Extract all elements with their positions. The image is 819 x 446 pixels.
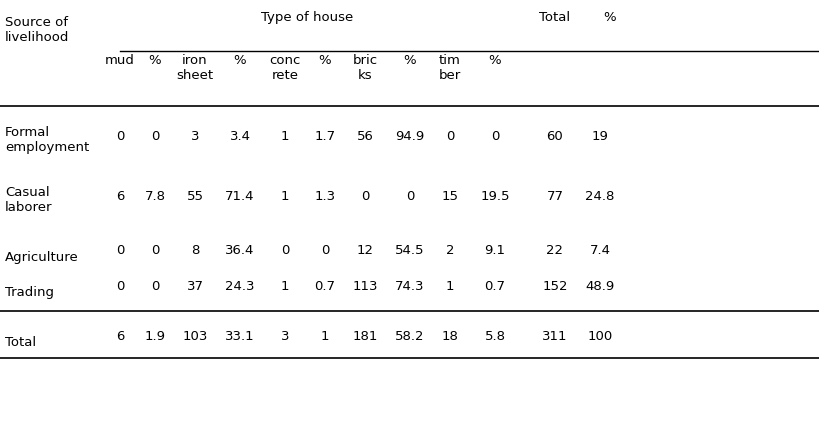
Text: 6: 6 <box>115 190 124 202</box>
Text: 1.3: 1.3 <box>314 190 335 202</box>
Text: %: % <box>233 54 246 67</box>
Text: Formal
employment: Formal employment <box>5 126 89 154</box>
Text: Agriculture: Agriculture <box>5 251 79 264</box>
Text: Source of: Source of <box>5 16 68 29</box>
Text: %: % <box>148 54 161 67</box>
Text: 0: 0 <box>115 280 124 293</box>
Text: iron
sheet: iron sheet <box>176 54 213 82</box>
Text: 74.3: 74.3 <box>395 280 424 293</box>
Text: 9.1: 9.1 <box>484 244 505 257</box>
Text: 56: 56 <box>356 129 373 143</box>
Text: bric
ks: bric ks <box>352 54 377 82</box>
Text: Casual
laborer: Casual laborer <box>5 186 52 214</box>
Text: 8: 8 <box>191 244 199 257</box>
Text: 94.9: 94.9 <box>395 129 424 143</box>
Text: Total: Total <box>539 11 570 24</box>
Text: 1.9: 1.9 <box>144 330 165 343</box>
Text: 33.1: 33.1 <box>225 330 255 343</box>
Text: 55: 55 <box>186 190 203 202</box>
Text: 48.9: 48.9 <box>585 280 614 293</box>
Text: Type of house: Type of house <box>261 11 353 24</box>
Text: 22: 22 <box>545 244 563 257</box>
Text: %: % <box>603 11 616 24</box>
Text: 100: 100 <box>586 330 612 343</box>
Text: livelihood: livelihood <box>5 31 70 44</box>
Text: 3: 3 <box>280 330 289 343</box>
Text: 0: 0 <box>360 190 369 202</box>
Text: 0: 0 <box>115 244 124 257</box>
Text: 71.4: 71.4 <box>225 190 255 202</box>
Text: 3.4: 3.4 <box>229 129 250 143</box>
Text: 0: 0 <box>491 129 499 143</box>
Text: 0: 0 <box>320 244 328 257</box>
Text: 6: 6 <box>115 330 124 343</box>
Text: 1: 1 <box>446 280 454 293</box>
Text: 0: 0 <box>151 244 159 257</box>
Text: 3: 3 <box>191 129 199 143</box>
Text: 54.5: 54.5 <box>395 244 424 257</box>
Text: 7.4: 7.4 <box>589 244 610 257</box>
Text: 311: 311 <box>541 330 567 343</box>
Text: 18: 18 <box>441 330 458 343</box>
Text: mud: mud <box>105 54 135 67</box>
Text: %: % <box>488 54 500 67</box>
Text: 152: 152 <box>541 280 567 293</box>
Text: 36.4: 36.4 <box>225 244 255 257</box>
Text: 60: 60 <box>546 129 563 143</box>
Text: conc
rete: conc rete <box>269 54 301 82</box>
Text: 0: 0 <box>280 244 289 257</box>
Text: 0: 0 <box>115 129 124 143</box>
Text: 7.8: 7.8 <box>144 190 165 202</box>
Text: 0: 0 <box>151 280 159 293</box>
Text: 24.8: 24.8 <box>585 190 614 202</box>
Text: %: % <box>319 54 331 67</box>
Text: 0: 0 <box>405 190 414 202</box>
Text: 1: 1 <box>320 330 329 343</box>
Text: 19: 19 <box>590 129 608 143</box>
Text: 1: 1 <box>280 280 289 293</box>
Text: 58.2: 58.2 <box>395 330 424 343</box>
Text: tim
ber: tim ber <box>438 54 460 82</box>
Text: 113: 113 <box>352 280 378 293</box>
Text: 19.5: 19.5 <box>480 190 509 202</box>
Text: 103: 103 <box>182 330 207 343</box>
Text: %: % <box>403 54 416 67</box>
Text: 15: 15 <box>441 190 458 202</box>
Text: 1.7: 1.7 <box>314 129 335 143</box>
Text: Trading: Trading <box>5 286 54 299</box>
Text: 0: 0 <box>151 129 159 143</box>
Text: 0.7: 0.7 <box>314 280 335 293</box>
Text: 37: 37 <box>186 280 203 293</box>
Text: 0: 0 <box>446 129 454 143</box>
Text: 1: 1 <box>280 129 289 143</box>
Text: 0.7: 0.7 <box>484 280 505 293</box>
Text: 181: 181 <box>352 330 378 343</box>
Text: 24.3: 24.3 <box>225 280 255 293</box>
Text: Total: Total <box>5 336 36 349</box>
Text: 5.8: 5.8 <box>484 330 505 343</box>
Text: 12: 12 <box>356 244 373 257</box>
Text: 2: 2 <box>446 244 454 257</box>
Text: 77: 77 <box>545 190 563 202</box>
Text: 1: 1 <box>280 190 289 202</box>
